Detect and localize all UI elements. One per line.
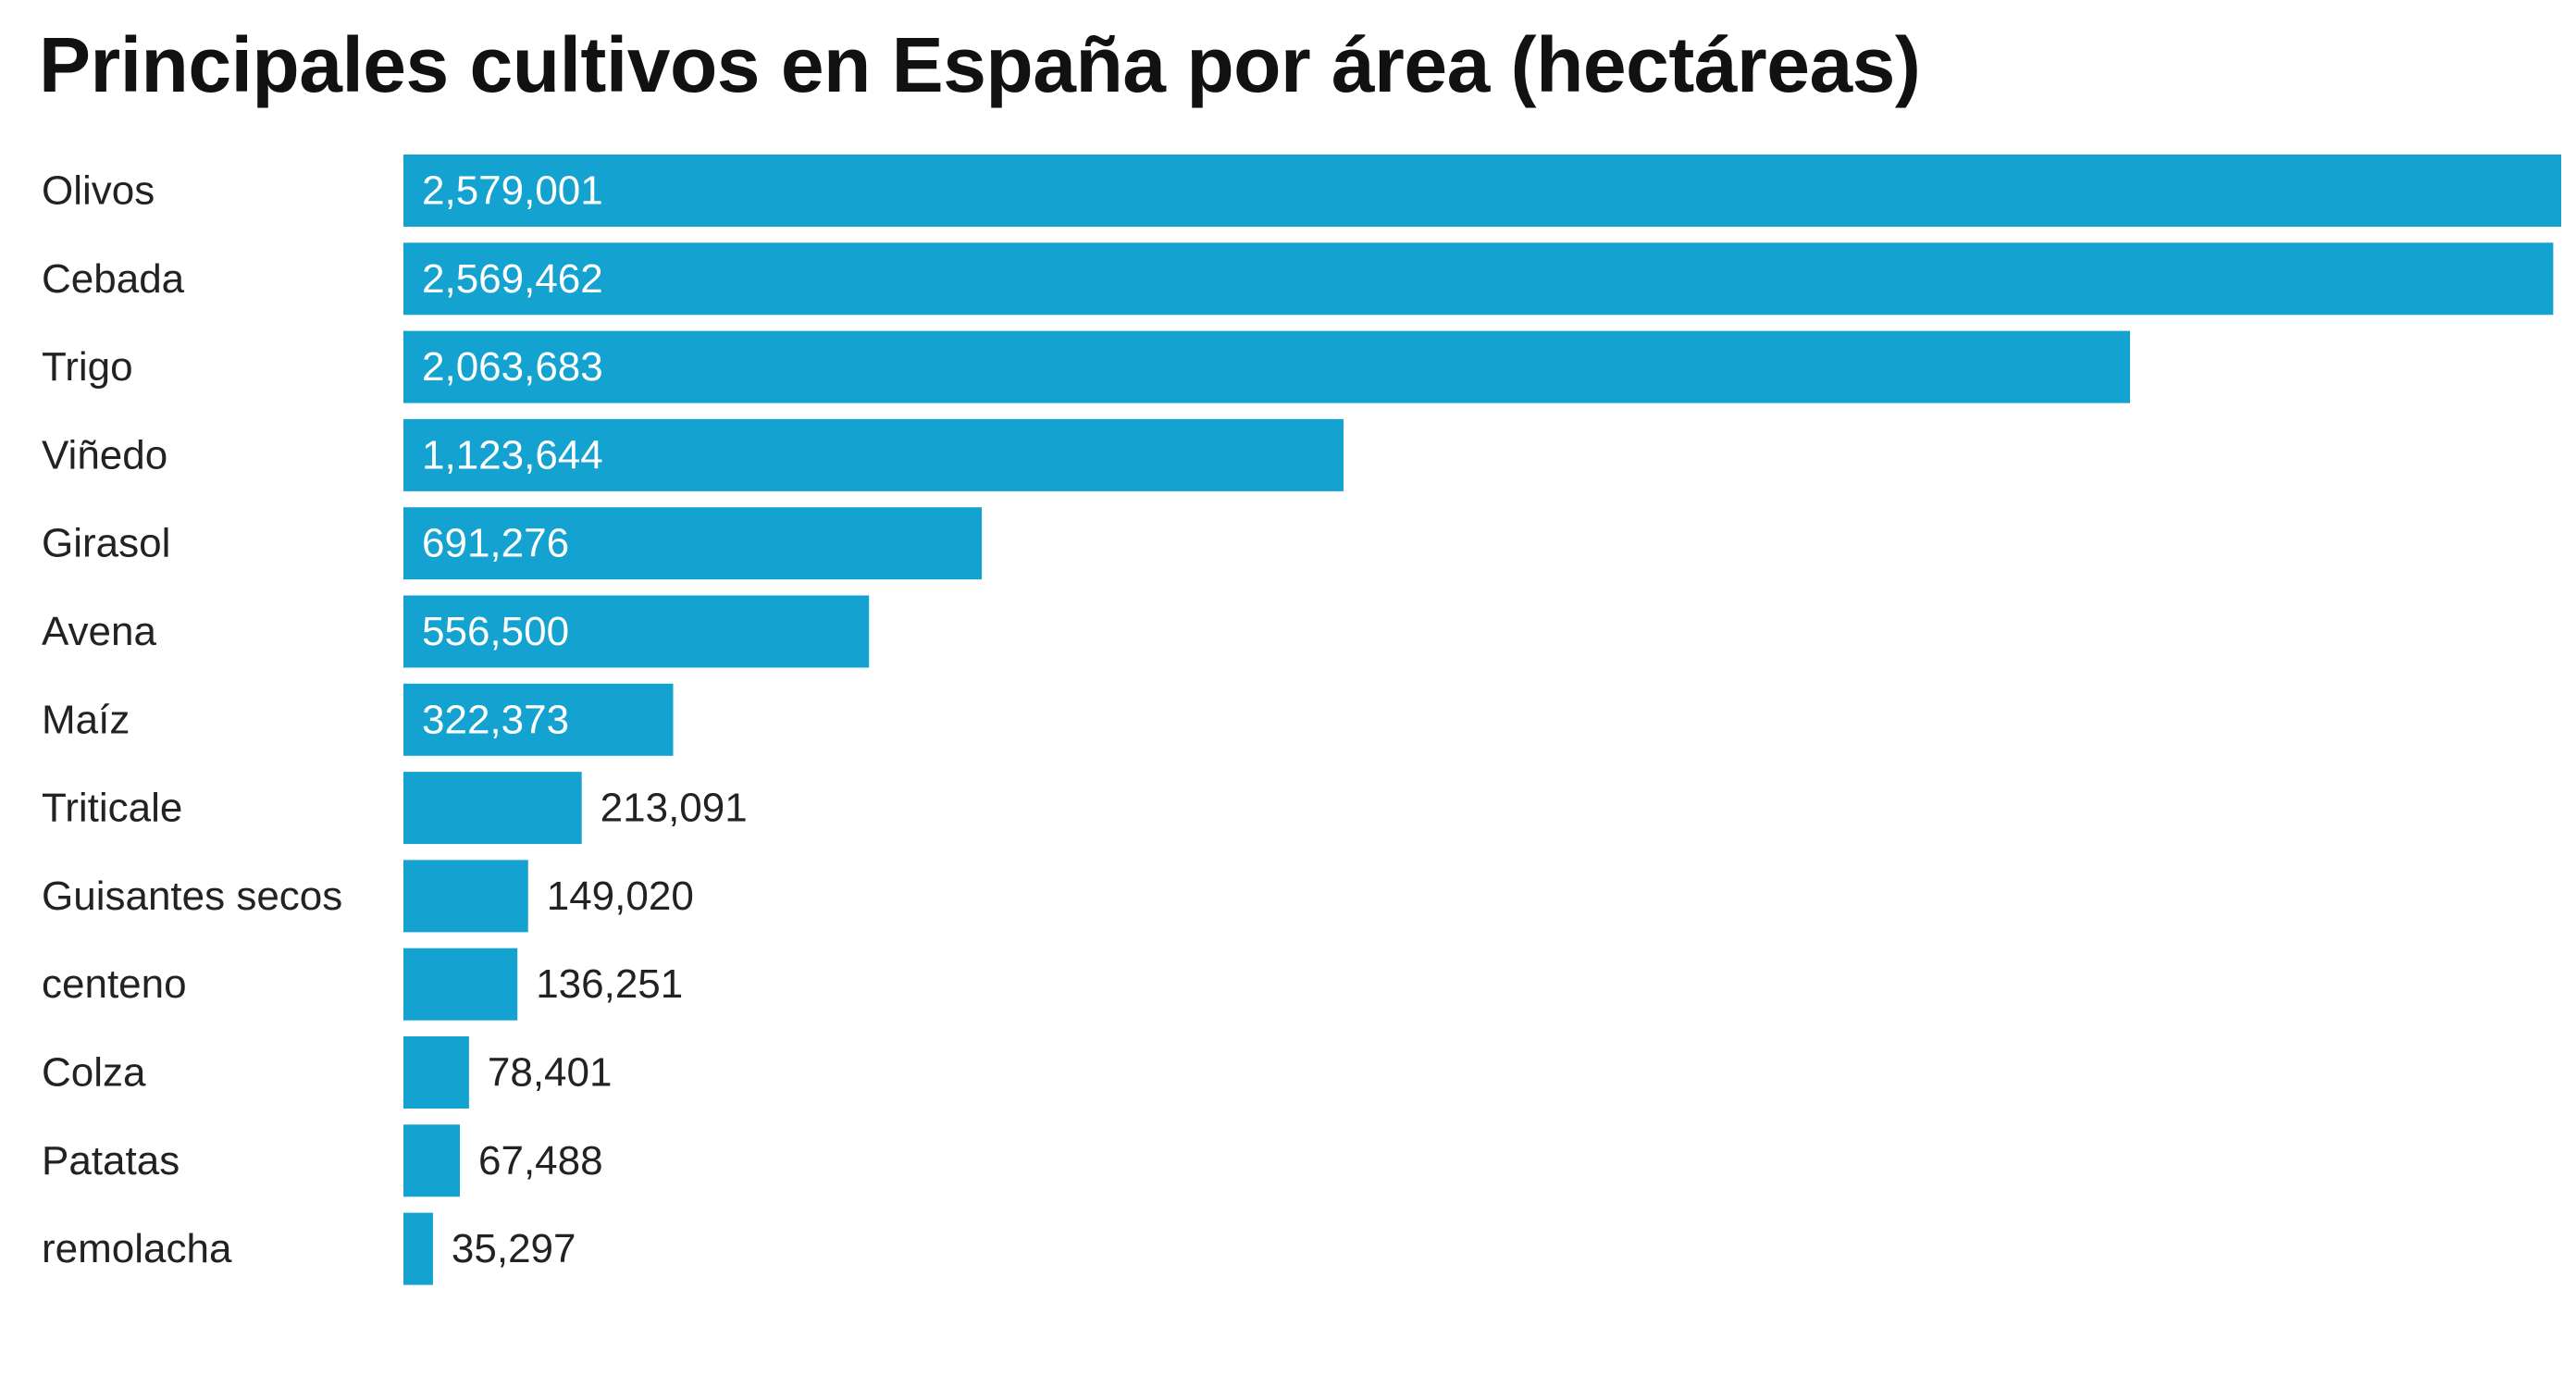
category-label: Trigo xyxy=(42,344,133,390)
data-label: 35,297 xyxy=(452,1226,576,1271)
bar xyxy=(403,155,2561,227)
data-label: 2,063,683 xyxy=(422,344,603,390)
category-label: Olivos xyxy=(42,168,155,214)
category-label: Viñedo xyxy=(42,432,167,477)
data-label: 691,276 xyxy=(422,521,569,566)
bar xyxy=(403,1036,469,1109)
bar xyxy=(403,242,2554,316)
bar xyxy=(403,1212,433,1285)
category-label: remolacha xyxy=(42,1226,232,1271)
data-label: 322,373 xyxy=(422,697,569,742)
data-label: 1,123,644 xyxy=(422,432,603,477)
data-label: 2,579,001 xyxy=(422,168,603,214)
bar xyxy=(403,507,983,580)
data-label: 67,488 xyxy=(478,1138,603,1184)
bar xyxy=(403,683,674,756)
category-label: Avena xyxy=(42,609,156,654)
data-label: 149,020 xyxy=(547,874,694,919)
chart-title: Principales cultivos en España por área … xyxy=(39,21,1921,108)
bar xyxy=(403,595,870,668)
category-label: Guisantes secos xyxy=(42,874,342,919)
bar xyxy=(403,860,528,933)
bar xyxy=(403,330,2131,403)
data-label: 2,569,462 xyxy=(422,256,603,302)
category-label: Maíz xyxy=(42,697,130,742)
category-label: Girasol xyxy=(42,521,170,566)
bar xyxy=(403,772,582,845)
bar xyxy=(403,948,518,1021)
bar xyxy=(403,1124,461,1197)
category-label: Triticale xyxy=(42,786,182,831)
data-label: 213,091 xyxy=(601,786,748,831)
category-label: Patatas xyxy=(42,1138,180,1184)
category-label: Colza xyxy=(42,1050,146,1096)
data-label: 136,251 xyxy=(536,961,683,1007)
data-label: 78,401 xyxy=(488,1050,613,1096)
category-label: centeno xyxy=(42,961,187,1007)
category-label: Cebada xyxy=(42,256,185,302)
data-label: 556,500 xyxy=(422,609,569,654)
bar xyxy=(403,418,1344,491)
